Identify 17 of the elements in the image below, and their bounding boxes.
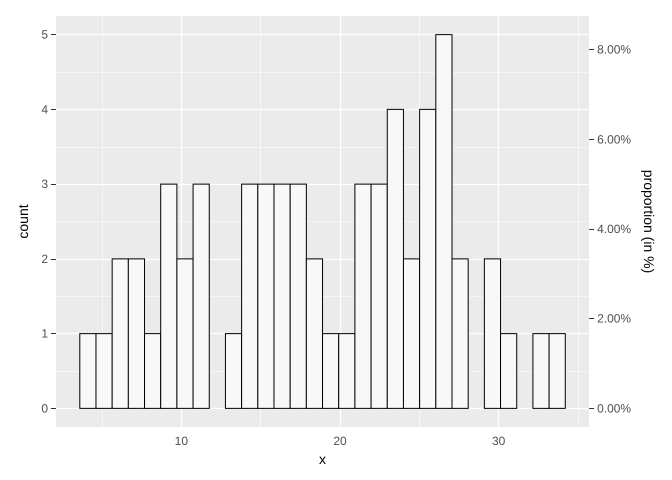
y-tick-label: 5 bbox=[41, 28, 48, 42]
y-tick-label: 3 bbox=[41, 177, 48, 192]
y2-tick-label: 2.00% bbox=[597, 312, 632, 326]
y2-tick-label: 4.00% bbox=[597, 222, 632, 236]
y-tick-label: 0 bbox=[41, 401, 48, 416]
y-axis-title: count bbox=[15, 204, 31, 239]
y-tick-label: 4 bbox=[41, 102, 48, 116]
y-tick-label: 1 bbox=[41, 326, 48, 341]
x-tick-label: 20 bbox=[333, 434, 347, 448]
x-axis-title: x bbox=[319, 450, 326, 467]
x-tick-label: 10 bbox=[174, 434, 188, 448]
y-tick-label: 2 bbox=[41, 252, 48, 266]
y2-tick-label: 8.00% bbox=[597, 42, 632, 57]
x-tick-label: 30 bbox=[492, 434, 506, 448]
y2-tick-label: 6.00% bbox=[597, 132, 632, 146]
y2-tick-label: 0.00% bbox=[597, 401, 632, 416]
y2-axis-title: proportion (in %) bbox=[641, 170, 657, 274]
